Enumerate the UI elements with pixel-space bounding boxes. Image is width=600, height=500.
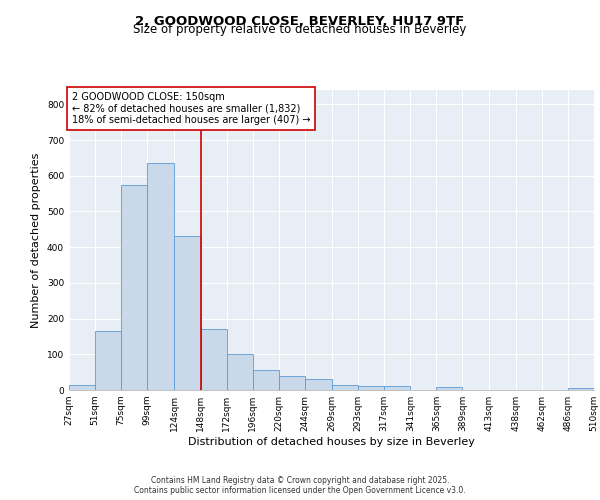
Text: Size of property relative to detached houses in Beverley: Size of property relative to detached ho… — [133, 22, 467, 36]
Bar — [121, 184, 147, 390]
Bar — [568, 388, 594, 390]
Bar — [227, 354, 253, 390]
Bar — [279, 376, 305, 390]
Bar — [147, 163, 175, 390]
Bar — [175, 236, 200, 390]
Bar — [69, 384, 95, 390]
Bar — [436, 387, 463, 390]
Bar — [384, 386, 410, 390]
Text: 2 GOODWOOD CLOSE: 150sqm
← 82% of detached houses are smaller (1,832)
18% of sem: 2 GOODWOOD CLOSE: 150sqm ← 82% of detach… — [71, 92, 310, 124]
Y-axis label: Number of detached properties: Number of detached properties — [31, 152, 41, 328]
Bar — [253, 370, 279, 390]
Text: 2, GOODWOOD CLOSE, BEVERLEY, HU17 9TF: 2, GOODWOOD CLOSE, BEVERLEY, HU17 9TF — [136, 15, 464, 28]
Bar — [332, 384, 358, 390]
Text: Contains HM Land Registry data © Crown copyright and database right 2025.
Contai: Contains HM Land Registry data © Crown c… — [134, 476, 466, 495]
X-axis label: Distribution of detached houses by size in Beverley: Distribution of detached houses by size … — [188, 437, 475, 447]
Bar — [95, 331, 121, 390]
Bar — [358, 386, 384, 390]
Bar — [200, 330, 227, 390]
Bar — [305, 380, 332, 390]
